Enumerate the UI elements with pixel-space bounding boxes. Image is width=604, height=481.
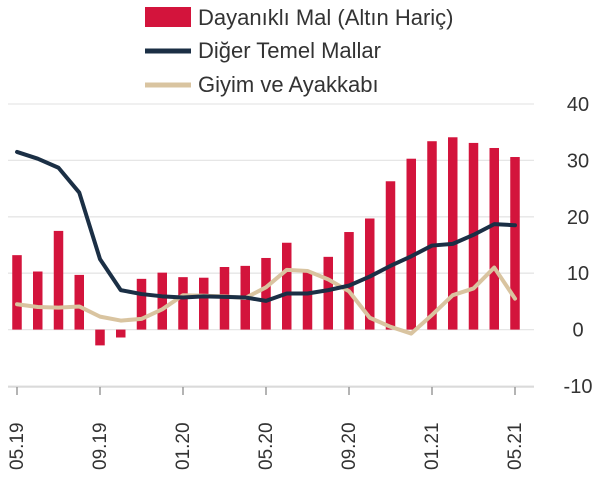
bar	[365, 218, 375, 330]
legend-label-clothing: Giyim ve Ayakkabı	[198, 72, 379, 97]
bar	[448, 137, 458, 330]
bar	[427, 141, 437, 330]
x-tick-label: 01.20	[173, 422, 194, 470]
x-axis: 05.19 09.19 01.20 05.20 09.20 01.21 05.21	[7, 387, 526, 470]
line-clothing-footwear	[15, 265, 517, 336]
legend-label-bar: Dayanıklı Mal (Altın Hariç)	[198, 5, 454, 30]
x-tick-label: 05.19	[7, 422, 28, 470]
bar-series	[12, 137, 520, 346]
y-tick-label: 30	[567, 150, 589, 172]
bar	[282, 242, 292, 330]
bar	[116, 329, 126, 338]
bar	[323, 256, 333, 330]
y-tick-label: 10	[567, 263, 589, 285]
bar	[33, 271, 43, 330]
x-tick-label: 05.21	[505, 422, 526, 470]
x-tick-label: 09.19	[90, 422, 111, 470]
bar	[261, 257, 271, 330]
bar	[385, 181, 396, 330]
bar	[53, 230, 64, 330]
y-tick-label: 40	[567, 94, 589, 116]
x-tick-label: 09.20	[339, 422, 360, 470]
y-tick-label: 20	[567, 207, 589, 229]
bar	[510, 157, 520, 330]
bar	[344, 232, 354, 330]
bar	[157, 272, 167, 330]
legend: Dayanıklı Mal (Altın Hariç) Diğer Temel …	[145, 5, 454, 97]
bar	[95, 329, 105, 346]
y-axis: 40 30 20 10 0 -10	[564, 94, 593, 398]
bar	[136, 278, 147, 330]
legend-swatch-bar	[145, 7, 191, 27]
bar	[406, 158, 416, 330]
x-tick-label: 01.21	[422, 422, 443, 470]
x-tick-label: 05.20	[256, 422, 277, 470]
bar	[302, 272, 313, 330]
bar	[12, 255, 22, 330]
bar	[199, 277, 209, 330]
y-tick-label: -10	[564, 376, 593, 398]
line-core-goods	[15, 149, 517, 303]
line-series	[15, 149, 517, 336]
bar	[489, 147, 499, 330]
legend-label-core-goods: Diğer Temel Mallar	[198, 38, 381, 63]
bar	[178, 277, 188, 330]
bar	[74, 274, 84, 330]
y-tick-label: 0	[572, 320, 583, 342]
